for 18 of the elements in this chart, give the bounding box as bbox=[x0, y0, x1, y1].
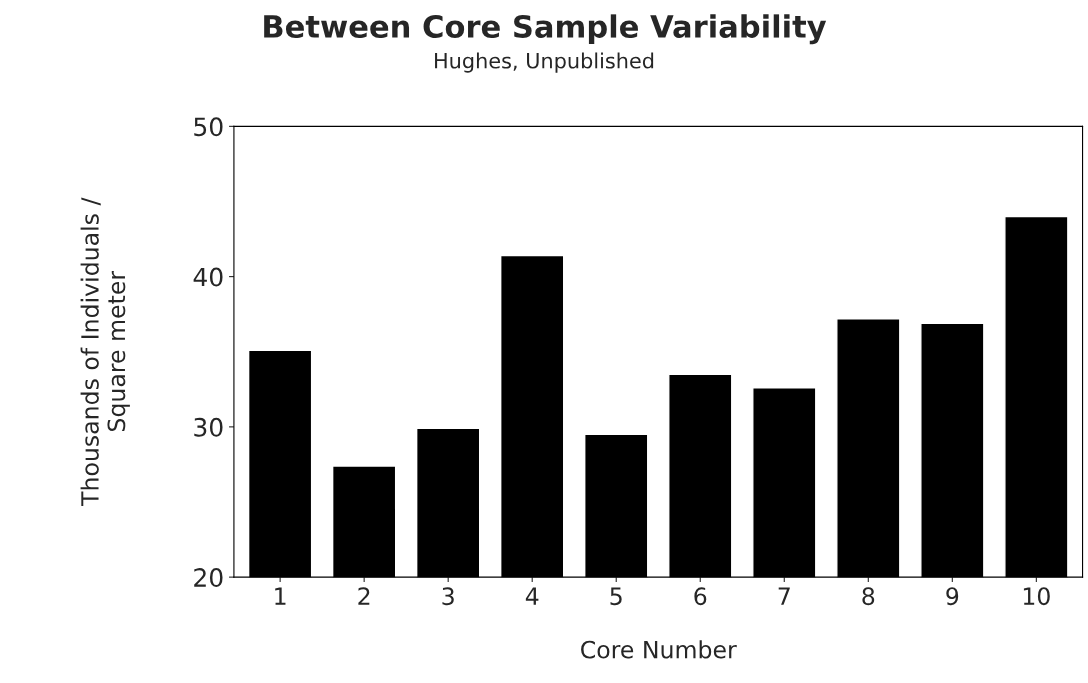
x-tick-label: 2 bbox=[358, 587, 370, 605]
x-tick-label: 3 bbox=[442, 587, 454, 606]
x-axis-title: Core Number bbox=[581, 640, 737, 659]
x-tick-label: 4 bbox=[525, 587, 539, 605]
y-tick-label: 20 bbox=[194, 568, 223, 587]
y-axis-title: Thousands of Individuals / Square meter bbox=[80, 197, 130, 506]
x-tick-label: 8 bbox=[862, 587, 875, 606]
x-tick-label: 6 bbox=[694, 587, 707, 606]
y-tick-label: 30 bbox=[194, 417, 223, 437]
chart-subtitle: Hughes, Unpublished bbox=[435, 52, 654, 73]
x-tick-label: 5 bbox=[610, 587, 622, 606]
y-tick-label: 40 bbox=[193, 267, 223, 287]
x-tick-label: 9 bbox=[946, 587, 959, 606]
x-tick-label: 7 bbox=[778, 587, 790, 605]
y-tick-label: 50 bbox=[194, 117, 223, 137]
x-tick-label: 10 bbox=[1023, 587, 1050, 606]
chart-title: Between Core Sample Variability bbox=[264, 14, 827, 45]
x-tick-label: 1 bbox=[275, 587, 286, 605]
